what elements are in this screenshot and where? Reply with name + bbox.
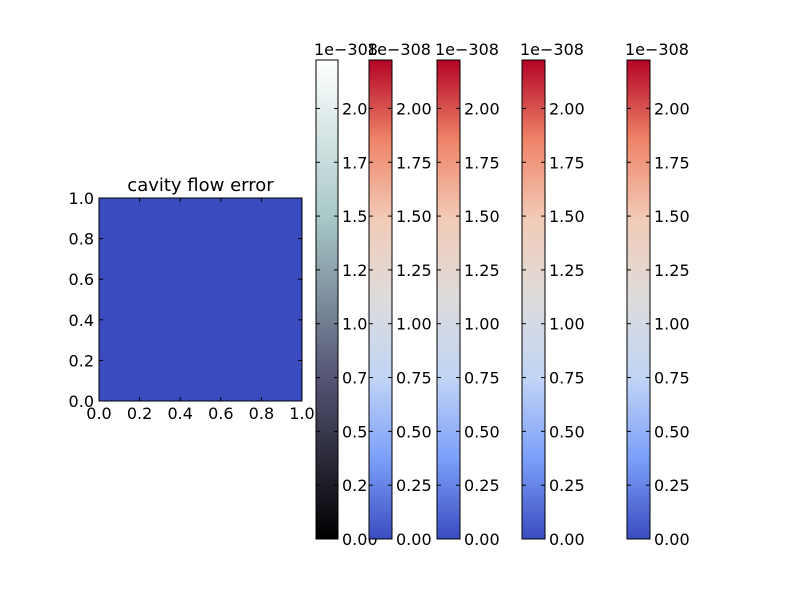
colorbar: 0.00 0.25 0.50 0.75 1.00 1.25 1.50 1.75 2.00 1e−3… bbox=[520, 40, 585, 549]
colorbar-offset-label: 1e−308 bbox=[367, 40, 431, 59]
colorbar-tick-label: 0.50 bbox=[464, 422, 500, 441]
y-tick-label: 0.8 bbox=[69, 230, 94, 249]
colorbar-tick-label: 0.00 bbox=[464, 530, 500, 549]
colorbar-tick-label: 1.00 bbox=[396, 315, 432, 334]
heatmap-cell bbox=[99, 198, 302, 401]
colorbar-tick-label: 0.00 bbox=[654, 530, 690, 549]
colorbar-tick-label: 0.25 bbox=[396, 476, 432, 495]
colorbar-offset-label: 1e−308 bbox=[520, 40, 584, 59]
x-tick-label: 0.2 bbox=[127, 404, 152, 423]
colorbar-tick-label: 0.75 bbox=[549, 369, 585, 388]
colorbar-tick-label: 0.00 bbox=[396, 530, 432, 549]
colorbar-tick-label: 1.50 bbox=[396, 207, 432, 226]
colorbar-tick-label: 0.25 bbox=[549, 476, 585, 495]
colorbar-gradient bbox=[627, 60, 650, 539]
colorbar-tick-label: 1.75 bbox=[549, 153, 585, 172]
colorbar-tick-label: 1.00 bbox=[464, 315, 500, 334]
colorbar: 0.000.250.500.751.001.251.501.752.001e−3… bbox=[314, 40, 378, 549]
colorbar: 0.00 0.25 0.50 0.75 1.00 1.25 1.50 1.75 2.00 1e−3… bbox=[367, 40, 432, 549]
colorbar-tick-label: 0.50 bbox=[549, 422, 585, 441]
colorbar-tick-label: 2.00 bbox=[464, 99, 500, 118]
colorbar-frame bbox=[315, 59, 339, 540]
colorbar: 0.00 0.25 0.50 0.75 1.00 1.25 1.50 1.75 2.00 1e−3… bbox=[435, 40, 500, 549]
colorbar-tick-label: 1.50 bbox=[464, 207, 500, 226]
axes-frame bbox=[98, 197, 303, 402]
x-tick-label: 0.6 bbox=[208, 404, 233, 423]
colorbar-tick-label: 1.25 bbox=[396, 261, 432, 280]
colorbar-gradient bbox=[437, 60, 460, 539]
colorbar-tick-label: 1.25 bbox=[654, 261, 690, 280]
y-tick-label: 1.0 bbox=[69, 189, 94, 208]
colorbar-tick-label: 1.25 bbox=[464, 261, 500, 280]
colorbar-tick-label: 1.75 bbox=[396, 153, 432, 172]
colorbar-gradient bbox=[522, 60, 545, 539]
colorbar-group: 0.00 0.25 0.50 0.75 1.00 1.25 1.50 1.75 2.00 1e−3… bbox=[314, 40, 690, 549]
heatmap-panel: cavity flow error 0.0 0.2 0.4 0.6 0.8 1.0 0.0 0.… bbox=[69, 175, 315, 423]
colorbar-tick-label: 0.75 bbox=[396, 369, 432, 388]
colorbar-offset-label: 1e−308 bbox=[314, 40, 378, 59]
colorbar-offset-label: 1e−308 bbox=[625, 40, 689, 59]
colorbar-tick-label: 0.00 bbox=[549, 530, 585, 549]
colorbar-tick-label: 0.25 bbox=[464, 476, 500, 495]
colorbar-tick-label: 1.00 bbox=[654, 315, 690, 334]
colorbar-tick-label: 2.00 bbox=[654, 99, 690, 118]
y-tick-label: 0.2 bbox=[69, 351, 94, 370]
colorbar-frame bbox=[626, 59, 651, 540]
colorbar-tick-label: 1.75 bbox=[654, 153, 690, 172]
colorbar: 0.00 0.25 0.50 0.75 1.00 1.25 1.50 1.75 2.00 1e−3… bbox=[625, 40, 690, 549]
x-tick-label: 0.0 bbox=[86, 404, 111, 423]
y-tick-label: 0.0 bbox=[69, 392, 94, 411]
colorbar-frame bbox=[521, 59, 546, 540]
colorbar-tick-label: 1.50 bbox=[654, 207, 690, 226]
colorbar-tick-label: 1.25 bbox=[549, 261, 585, 280]
colorbar-tick-label: 2.00 bbox=[549, 99, 585, 118]
colorbar-gradient bbox=[316, 60, 338, 539]
colorbar-tick-label: 2.00 bbox=[396, 99, 432, 118]
colorbar-tick-label: 1.75 bbox=[464, 153, 500, 172]
x-tick-label: 0.8 bbox=[249, 404, 274, 423]
y-tick-label: 0.4 bbox=[69, 311, 94, 330]
colorbar-tick-label: 0.25 bbox=[654, 476, 690, 495]
chart-title: cavity flow error bbox=[127, 175, 274, 196]
x-tick-label: 1.0 bbox=[289, 404, 314, 423]
colorbar-frame bbox=[368, 59, 393, 540]
colorbar-tick-label: 0.75 bbox=[654, 369, 690, 388]
x-tick-label: 0.4 bbox=[167, 404, 192, 423]
colorbar-offset-label: 1e−308 bbox=[435, 40, 499, 59]
colorbar-tick-label: 1.50 bbox=[549, 207, 585, 226]
colorbar-tick-label: 0.50 bbox=[396, 422, 432, 441]
y-tick-label: 0.6 bbox=[69, 270, 94, 289]
colorbar-frame bbox=[436, 59, 461, 540]
colorbar-tick-label: 0.50 bbox=[654, 422, 690, 441]
colorbar-tick-label: 1.00 bbox=[549, 315, 585, 334]
colorbar-gradient bbox=[369, 60, 392, 539]
colorbar-tick-label: 0.75 bbox=[464, 369, 500, 388]
